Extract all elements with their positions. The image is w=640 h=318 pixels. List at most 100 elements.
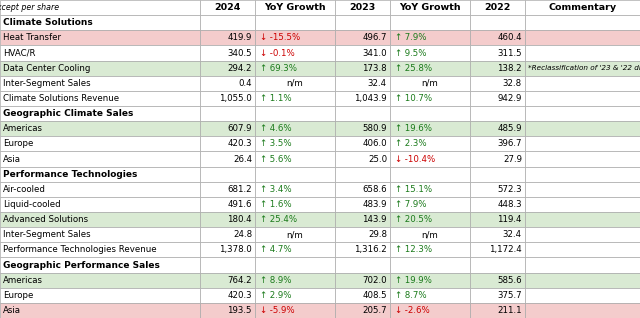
- Text: 2.3%: 2.3%: [402, 139, 427, 149]
- Text: 491.6: 491.6: [227, 200, 252, 209]
- Bar: [525, 212, 640, 227]
- Bar: [255, 76, 335, 91]
- Bar: [200, 60, 255, 76]
- Text: Heat Transfer: Heat Transfer: [3, 33, 61, 42]
- Bar: [200, 167, 255, 182]
- Bar: [525, 303, 640, 318]
- Bar: [390, 151, 470, 167]
- Bar: [335, 0, 390, 15]
- Bar: [470, 106, 525, 121]
- Text: ↑: ↑: [394, 33, 401, 42]
- Bar: [470, 151, 525, 167]
- Bar: [335, 167, 390, 182]
- Bar: [390, 45, 470, 60]
- Text: 69.3%: 69.3%: [267, 64, 297, 73]
- Text: 3.5%: 3.5%: [267, 139, 292, 149]
- Text: 448.3: 448.3: [497, 200, 522, 209]
- Text: 7.9%: 7.9%: [402, 200, 426, 209]
- Text: 340.5: 340.5: [227, 49, 252, 58]
- Text: ↑: ↑: [259, 124, 266, 133]
- Bar: [390, 106, 470, 121]
- Text: 2.9%: 2.9%: [267, 291, 291, 300]
- Bar: [335, 197, 390, 212]
- Text: Liquid-cooled: Liquid-cooled: [3, 200, 61, 209]
- Bar: [525, 76, 640, 91]
- Bar: [390, 91, 470, 106]
- Text: 1.6%: 1.6%: [267, 200, 292, 209]
- Text: ↑: ↑: [394, 276, 401, 285]
- Text: Asia: Asia: [3, 155, 21, 163]
- Bar: [200, 288, 255, 303]
- Bar: [470, 242, 525, 258]
- Bar: [200, 30, 255, 45]
- Bar: [335, 151, 390, 167]
- Text: 138.2: 138.2: [497, 64, 522, 73]
- Text: ↑: ↑: [259, 64, 266, 73]
- Text: ↑: ↑: [259, 200, 266, 209]
- Text: Performance Technologies Revenue: Performance Technologies Revenue: [3, 245, 157, 254]
- Bar: [0, 182, 200, 197]
- Text: 483.9: 483.9: [362, 200, 387, 209]
- Text: 24.8: 24.8: [233, 230, 252, 239]
- Bar: [470, 182, 525, 197]
- Bar: [335, 30, 390, 45]
- Text: Asia: Asia: [3, 306, 21, 315]
- Text: 2024: 2024: [214, 3, 241, 12]
- Bar: [255, 288, 335, 303]
- Bar: [0, 242, 200, 258]
- Bar: [200, 258, 255, 273]
- Bar: [335, 212, 390, 227]
- Text: ↑: ↑: [259, 291, 266, 300]
- Bar: [525, 182, 640, 197]
- Text: 143.9: 143.9: [362, 215, 387, 224]
- Text: 2022: 2022: [484, 3, 511, 12]
- Bar: [200, 91, 255, 106]
- Bar: [0, 288, 200, 303]
- Text: 1,316.2: 1,316.2: [355, 245, 387, 254]
- Text: 32.8: 32.8: [503, 79, 522, 88]
- Bar: [390, 258, 470, 273]
- Bar: [255, 106, 335, 121]
- Bar: [200, 242, 255, 258]
- Bar: [255, 151, 335, 167]
- Bar: [335, 106, 390, 121]
- Bar: [255, 303, 335, 318]
- Bar: [255, 182, 335, 197]
- Text: 15.1%: 15.1%: [402, 185, 432, 194]
- Text: Geographic Climate Sales: Geographic Climate Sales: [3, 109, 133, 118]
- Bar: [525, 167, 640, 182]
- Bar: [525, 121, 640, 136]
- Bar: [200, 106, 255, 121]
- Text: Climate Solutions Revenue: Climate Solutions Revenue: [3, 94, 119, 103]
- Bar: [0, 15, 200, 30]
- Bar: [470, 167, 525, 182]
- Text: ↑: ↑: [394, 185, 401, 194]
- Text: 180.4: 180.4: [227, 215, 252, 224]
- Bar: [335, 136, 390, 151]
- Text: 19.6%: 19.6%: [402, 124, 432, 133]
- Bar: [525, 151, 640, 167]
- Bar: [0, 45, 200, 60]
- Bar: [525, 197, 640, 212]
- Bar: [335, 227, 390, 242]
- Bar: [0, 76, 200, 91]
- Text: 19.9%: 19.9%: [402, 276, 432, 285]
- Text: 764.2: 764.2: [227, 276, 252, 285]
- Text: 408.5: 408.5: [362, 291, 387, 300]
- Text: 341.0: 341.0: [362, 49, 387, 58]
- Bar: [0, 0, 200, 15]
- Text: 32.4: 32.4: [503, 230, 522, 239]
- Bar: [200, 212, 255, 227]
- Bar: [335, 258, 390, 273]
- Bar: [390, 15, 470, 30]
- Bar: [200, 197, 255, 212]
- Text: 12.3%: 12.3%: [402, 245, 432, 254]
- Text: Europe: Europe: [3, 139, 33, 149]
- Bar: [470, 288, 525, 303]
- Bar: [525, 106, 640, 121]
- Bar: [0, 197, 200, 212]
- Text: 211.1: 211.1: [497, 306, 522, 315]
- Text: 3.4%: 3.4%: [267, 185, 292, 194]
- Text: 4.6%: 4.6%: [267, 124, 292, 133]
- Bar: [200, 136, 255, 151]
